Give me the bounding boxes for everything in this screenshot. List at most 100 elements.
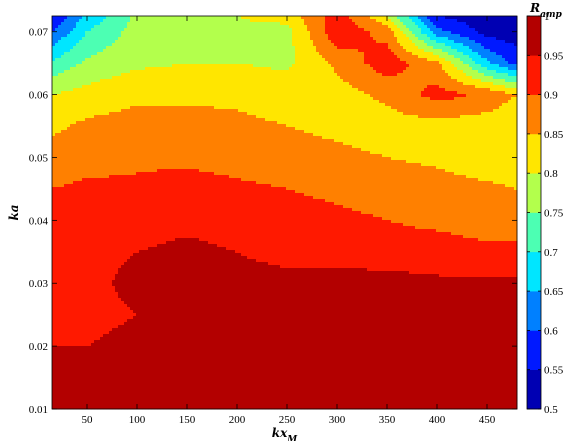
contour-cell bbox=[355, 94, 358, 97]
contour-cell bbox=[124, 109, 127, 112]
contour-cell bbox=[193, 19, 196, 22]
contour-cell bbox=[382, 100, 385, 103]
contour-cell bbox=[361, 52, 364, 55]
contour-cell bbox=[379, 79, 382, 82]
contour-cell bbox=[256, 82, 259, 85]
contour-cell bbox=[472, 70, 475, 73]
contour-cell bbox=[271, 19, 274, 22]
contour-cell bbox=[334, 22, 337, 25]
contour-cell bbox=[202, 16, 205, 19]
contour-cell bbox=[433, 43, 436, 46]
contour-cell bbox=[259, 61, 262, 64]
contour-cell bbox=[79, 88, 82, 91]
contour-cell bbox=[436, 37, 439, 40]
contour-cell bbox=[346, 55, 349, 58]
contour-cell bbox=[259, 79, 262, 82]
contour-cell bbox=[463, 28, 466, 31]
contour-cell bbox=[118, 31, 121, 34]
contour-cell bbox=[109, 82, 112, 85]
contour-cell bbox=[259, 73, 262, 76]
contour-cell bbox=[253, 43, 256, 46]
contour-cell bbox=[130, 94, 133, 97]
contour-cell bbox=[502, 100, 505, 103]
contour-cell bbox=[91, 46, 94, 49]
contour-cell bbox=[205, 76, 208, 79]
contour-cell bbox=[160, 94, 163, 97]
contour-cell bbox=[469, 70, 472, 73]
contour-cell bbox=[229, 55, 232, 58]
contour-cell bbox=[475, 79, 478, 82]
contour-cell bbox=[61, 16, 64, 19]
contour-cell bbox=[451, 19, 454, 22]
contour-cell bbox=[241, 79, 244, 82]
contour-cell bbox=[433, 67, 436, 70]
contour-cell bbox=[496, 49, 499, 52]
contour-cell bbox=[370, 46, 373, 49]
contour-cell bbox=[334, 67, 337, 70]
contour-cell bbox=[316, 70, 319, 73]
contour-cell bbox=[214, 100, 217, 103]
contour-cell bbox=[433, 73, 436, 76]
contour-cell bbox=[439, 19, 442, 22]
contour-cell bbox=[403, 88, 406, 91]
contour-cell bbox=[91, 40, 94, 43]
contour-cell bbox=[292, 109, 295, 112]
contour-cell bbox=[445, 82, 448, 85]
contour-cell bbox=[274, 85, 277, 88]
contour-cell bbox=[502, 61, 505, 64]
contour-cell bbox=[457, 22, 460, 25]
contour-cell bbox=[508, 31, 511, 34]
contour-cell bbox=[337, 100, 340, 103]
contour-cell bbox=[493, 70, 496, 73]
contour-cell bbox=[454, 106, 457, 109]
contour-cell bbox=[247, 85, 250, 88]
contour-cell bbox=[361, 46, 364, 49]
contour-cell bbox=[373, 97, 376, 100]
contour-cell bbox=[295, 64, 298, 67]
contour-cell bbox=[103, 88, 106, 91]
contour-cell bbox=[124, 94, 127, 97]
contour-cell bbox=[271, 97, 274, 100]
contour-cell bbox=[400, 58, 403, 61]
contour-cell bbox=[220, 40, 223, 43]
contour-cell bbox=[472, 37, 475, 40]
contour-cell bbox=[229, 67, 232, 70]
contour-cell bbox=[238, 73, 241, 76]
contour-cell bbox=[466, 76, 469, 79]
contour-cell bbox=[499, 34, 502, 37]
contour-cell bbox=[319, 97, 322, 100]
contour-cell bbox=[409, 58, 412, 61]
contour-cell bbox=[412, 64, 415, 67]
contour-cell bbox=[493, 61, 496, 64]
contour-cell bbox=[430, 106, 433, 109]
contour-cell bbox=[433, 76, 436, 79]
contour-cell bbox=[466, 73, 469, 76]
contour-cell bbox=[160, 16, 163, 19]
contour-cell bbox=[493, 22, 496, 25]
contour-cell bbox=[109, 37, 112, 40]
contour-cell bbox=[157, 73, 160, 76]
contour-cell bbox=[184, 55, 187, 58]
contour-cell bbox=[58, 79, 61, 82]
contour-cell bbox=[388, 64, 391, 67]
contour-cell bbox=[382, 31, 385, 34]
contour-cell bbox=[301, 52, 304, 55]
contour-cell bbox=[139, 91, 142, 94]
contour-cell bbox=[370, 28, 373, 31]
contour-cell bbox=[508, 100, 511, 103]
contour-cell bbox=[322, 40, 325, 43]
contour-cell bbox=[223, 85, 226, 88]
contour-cell bbox=[316, 61, 319, 64]
contour-cell bbox=[487, 73, 490, 76]
contour-cell bbox=[397, 100, 400, 103]
contour-cell bbox=[505, 43, 508, 46]
contour-cell bbox=[319, 70, 322, 73]
contour-cell bbox=[187, 94, 190, 97]
contour-cell bbox=[484, 94, 487, 97]
contour-cell bbox=[289, 43, 292, 46]
contour-cell bbox=[85, 49, 88, 52]
contour-cell bbox=[223, 82, 226, 85]
contour-cell bbox=[163, 85, 166, 88]
contour-cell bbox=[262, 76, 265, 79]
contour-cell bbox=[202, 37, 205, 40]
